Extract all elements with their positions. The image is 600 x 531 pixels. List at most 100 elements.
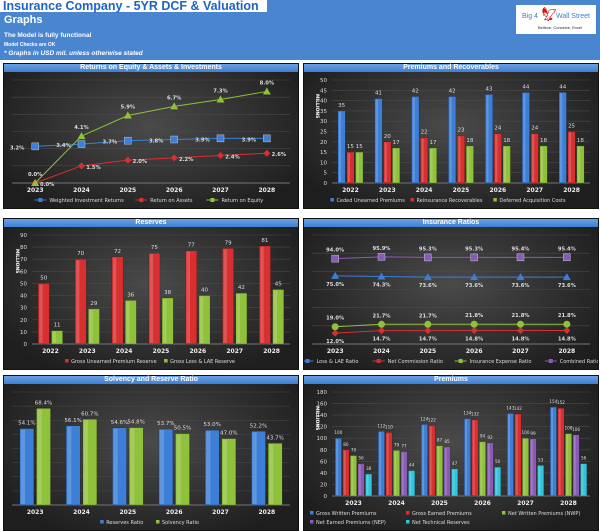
bar [521,92,530,184]
y-tick-label: 10 [20,330,27,336]
logo-name-left: Big 4 [522,13,538,20]
bar [558,92,567,184]
data-label: 36 [127,292,134,298]
data-label: 72 [114,249,121,255]
bar [486,442,494,497]
data-label: 100 [334,430,342,435]
data-label: 40 [201,288,208,294]
bar-highlight [351,456,354,495]
series-line [335,330,567,334]
data-label: 143 [506,405,514,410]
legend-swatch [410,198,415,202]
y-tick-label: 0 [324,494,328,500]
bar-highlight [112,257,117,343]
bar-highlight [573,435,576,495]
bar-highlight [76,260,80,343]
x-tick-label: 2024 [416,187,433,194]
data-label: 79 [394,442,400,447]
marker-circle [563,320,571,328]
legend-label: Reserves Ratio [106,520,143,526]
bar-highlight [472,420,475,495]
marker-triangle [562,273,571,281]
data-label: 54.6% [111,420,128,426]
data-label: 3.9% [195,137,210,143]
legend-swatch [100,520,104,524]
data-label: 53.7% [157,421,174,427]
bar-highlight [252,432,257,504]
data-label: 94 [480,434,486,439]
bar-highlight [558,409,561,495]
data-label: 47.0% [220,431,237,437]
marker-triangle [31,179,40,186]
data-label: 21.8% [558,313,577,319]
bar [539,145,548,184]
bar [161,297,174,345]
y-tick-label: 20 [320,482,327,488]
x-tick-label: 2025 [153,348,170,355]
marker-diamond [424,327,432,335]
marker-triangle [170,102,179,110]
chart-title: Reserves [4,219,298,227]
bar-highlight [401,452,404,495]
legend-swatch [156,520,160,524]
data-label: 17 [393,140,400,146]
data-label: 0.0% [28,172,43,178]
x-tick-label: 2028 [563,187,580,194]
data-label: 15 [356,144,363,150]
marker-square [263,134,271,143]
marker-square [424,253,432,262]
legend-swatch [164,359,168,363]
bar-highlight [467,146,470,182]
data-label: 42 [238,285,245,291]
chart-title: Returns on Equity & Assets & Investments [4,64,298,72]
bar-highlight [343,450,346,495]
y-tick-label: 60 [320,459,327,465]
bar-highlight [149,254,154,343]
x-tick-label: 2025 [453,187,470,194]
bar [88,308,100,345]
bar-highlight [581,464,584,495]
y-tick-label: 20 [320,140,327,146]
x-tick-label: 2023 [27,187,44,194]
bar-highlight [260,246,264,343]
legend-label: Return on Equity [221,198,263,204]
bar [198,295,211,345]
bar-highlight [458,136,461,182]
y-tick-label: 15 [320,150,327,156]
bar [420,137,429,184]
legend-swatch [330,198,334,202]
marker-diamond [378,327,385,335]
series-line [335,323,567,328]
data-label: 74.3% [373,283,392,289]
bar [334,438,342,497]
data-label: 21.7% [419,313,438,319]
y-tick-label: 25 [320,130,327,136]
bar [493,133,502,184]
bar-highlight [347,153,350,182]
series-line [335,275,567,278]
marker-diamond [217,152,224,160]
data-label: 24 [531,126,538,132]
legend-marker [458,359,463,363]
legend-swatch [310,520,314,524]
bar [502,145,511,184]
bar-highlight [356,153,359,182]
chart-panel-solvency: Solvency and Reserve Ratio 2023 2024 2025 2… [3,375,299,531]
x-tick-label: 2023 [345,500,362,507]
data-label: 21.7% [373,313,392,319]
x-tick-label: 2024 [116,348,133,355]
data-label: 44 [522,84,529,90]
marker-square [470,253,478,262]
y-tick-label: 20 [20,318,27,324]
bar-highlight [409,471,412,495]
legend-marker [38,198,43,202]
data-label: 18 [503,138,510,144]
x-tick-label: 2024 [73,187,90,194]
chart-panel-premiums: Premiums 0 20 40 60 80 100 120 140 160 180 MILLION… [303,375,599,531]
bar [74,259,87,345]
data-label: 6.7% [167,95,182,101]
data-label: 94.0% [326,248,345,254]
bar [158,428,174,506]
bar-highlight [515,414,518,495]
data-label: 56.1% [64,418,81,424]
